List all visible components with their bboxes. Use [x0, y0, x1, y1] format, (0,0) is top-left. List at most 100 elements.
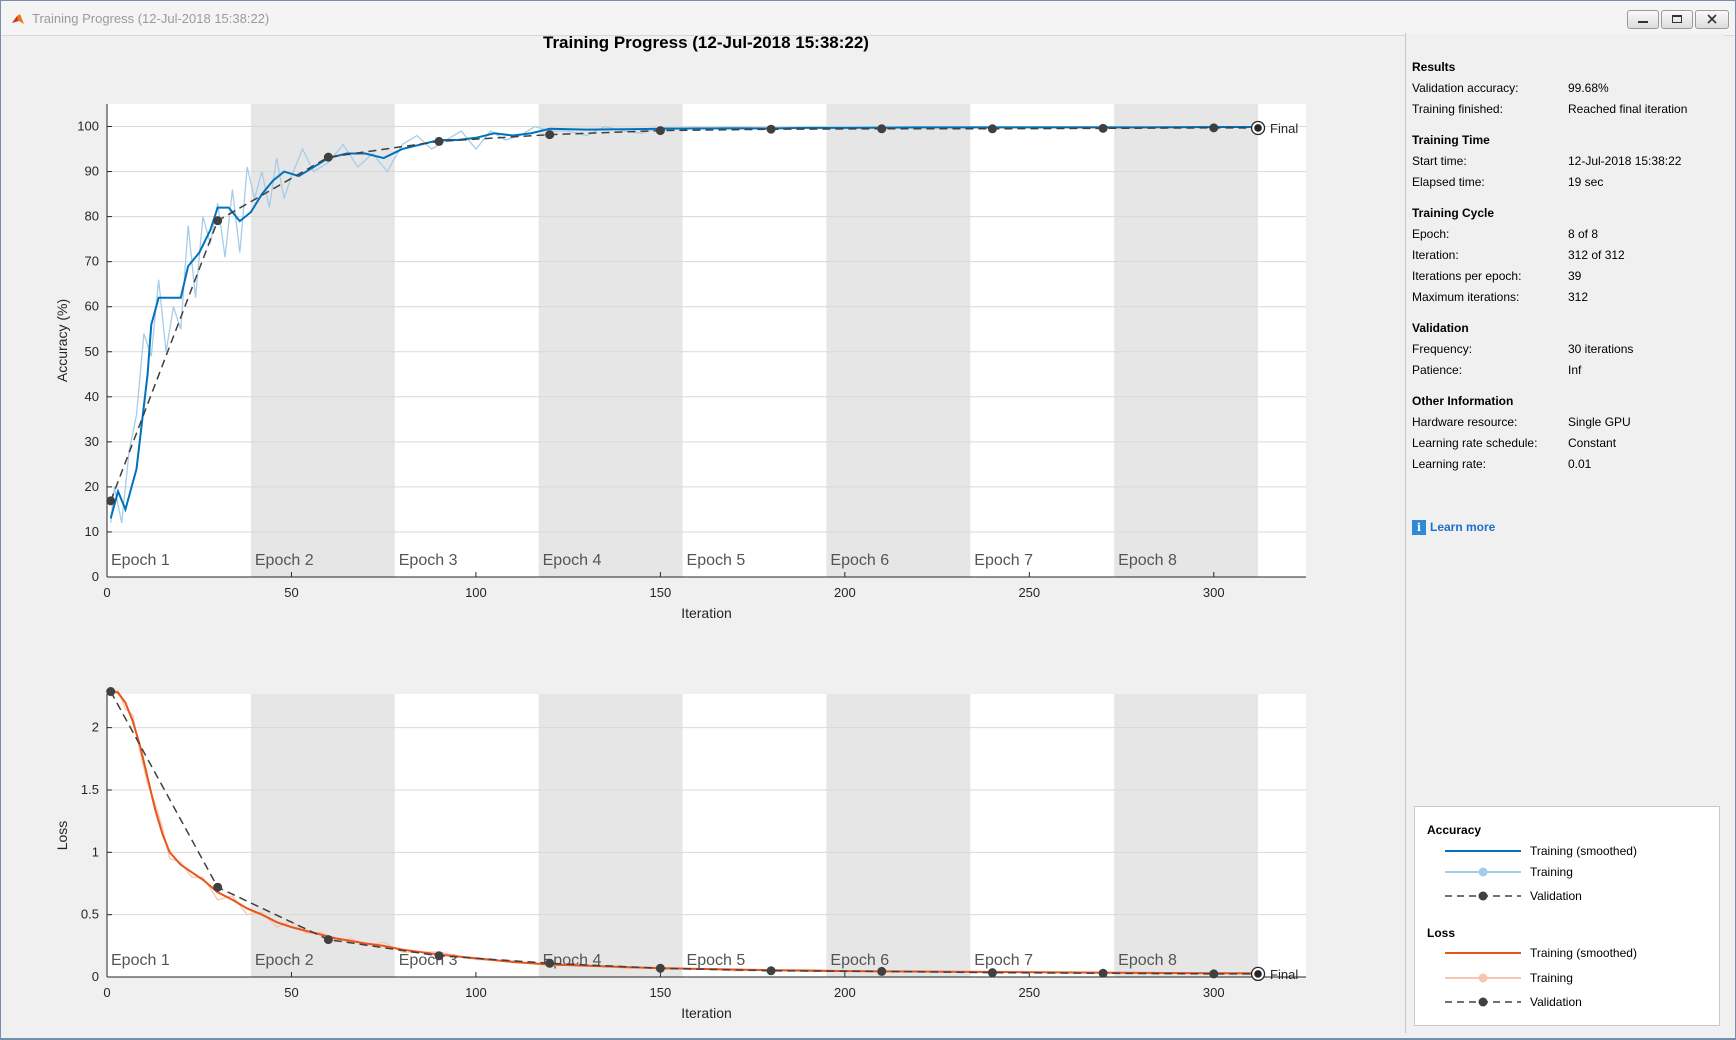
loss-epoch-label: Epoch 2 — [255, 952, 314, 969]
loss-epoch-label: Epoch 6 — [830, 952, 889, 969]
accuracy-epoch-band — [250, 104, 395, 577]
loss-validation-point — [1098, 968, 1108, 978]
hardware-resource-label: Hardware resource: — [1412, 415, 1518, 429]
patience-label: Patience: — [1412, 363, 1463, 377]
accuracy-epoch-label: Epoch 3 — [399, 552, 458, 569]
info-panel: Results Validation accuracy: 99.68% Trai… — [1405, 33, 1724, 1033]
title-bar: Training Progress (12-Jul-2018 15:38:22) — [1, 1, 1735, 36]
accuracy-ytick-label: 100 — [77, 119, 99, 134]
legend-loss-smoothed-label: Training (smoothed) — [1530, 946, 1637, 960]
loss-epoch-band — [1114, 694, 1259, 977]
elapsed-time-value: 19 sec — [1568, 175, 1604, 189]
learn-more-link[interactable]: i Learn more — [1412, 520, 1495, 536]
matlab-icon — [12, 14, 24, 24]
accuracy-ytick-label: 30 — [85, 434, 99, 449]
other-info-heading: Other Information — [1412, 394, 1514, 408]
iteration-value: 312 of 312 — [1568, 248, 1625, 262]
start-time-value: 12-Jul-2018 15:38:22 — [1568, 154, 1682, 168]
loss-validation-point — [766, 966, 776, 976]
accuracy-xtick-label: 300 — [1203, 585, 1225, 600]
legend-accuracy-heading: Accuracy — [1427, 823, 1482, 837]
patience-value: Inf — [1568, 363, 1582, 377]
frequency-label: Frequency: — [1412, 342, 1473, 356]
elapsed-time-label: Elapsed time: — [1412, 175, 1485, 189]
training-finished-label: Training finished: — [1412, 102, 1503, 116]
loss-xtick-label: 150 — [650, 985, 672, 1000]
legend-loss-training-label: Training — [1530, 971, 1573, 985]
accuracy-validation-point — [766, 124, 776, 134]
loss-epoch-band — [826, 694, 971, 977]
iterations-per-epoch-value: 39 — [1568, 269, 1582, 283]
loss-ylabel: Loss — [54, 821, 70, 851]
validation-accuracy-value: 99.68% — [1568, 81, 1609, 95]
accuracy-ytick-label: 10 — [85, 524, 99, 539]
loss-validation-line — [110, 691, 1259, 975]
maximize-button[interactable] — [1661, 10, 1693, 29]
accuracy-xlabel: Iteration — [681, 605, 732, 621]
loss-validation-point — [323, 935, 333, 945]
info-icon: i — [1412, 520, 1426, 536]
validation-accuracy-label: Validation accuracy: — [1412, 81, 1519, 95]
legend-loss-training-swatch — [1445, 973, 1521, 983]
loss-validation-point — [877, 966, 887, 976]
close-button[interactable] — [1695, 10, 1729, 29]
loss-ytick-label: 1.5 — [81, 782, 99, 797]
loss-xtick-label: 300 — [1203, 985, 1225, 1000]
accuracy-validation-point — [987, 124, 997, 134]
loss-ytick-label: 0.5 — [81, 907, 99, 922]
accuracy-ytick-label: 90 — [85, 164, 99, 179]
learning-rate-value: 0.01 — [1568, 457, 1592, 471]
loss-final-label: Final — [1270, 967, 1298, 982]
loss-xtick-label: 50 — [284, 985, 298, 1000]
legend-accuracy-validation-label: Validation — [1530, 889, 1582, 903]
loss-validation-point — [545, 958, 555, 968]
accuracy-final-label: Final — [1270, 121, 1298, 136]
accuracy-epoch-label: Epoch 1 — [111, 552, 170, 569]
loss-validation-point — [1209, 969, 1219, 979]
loss-xtick-label: 0 — [103, 985, 110, 1000]
legend-accuracy-training-label: Training — [1530, 865, 1573, 879]
loss-epoch-label: Epoch 7 — [974, 952, 1033, 969]
chart-title: Training Progress (12-Jul-2018 15:38:22) — [543, 33, 869, 52]
accuracy-ytick-label: 0 — [92, 569, 99, 584]
iteration-label: Iteration: — [1412, 248, 1459, 262]
accuracy-ytick-label: 20 — [85, 479, 99, 494]
legend-box: Accuracy Training (smoothed) Training Va… — [1414, 806, 1720, 1026]
legend-accuracy-validation-swatch — [1445, 891, 1521, 901]
accuracy-validation-point — [655, 126, 665, 136]
loss-xtick-label: 200 — [834, 985, 856, 1000]
frequency-value: 30 iterations — [1568, 342, 1634, 356]
training-time-heading: Training Time — [1412, 133, 1490, 147]
accuracy-ytick-label: 40 — [85, 389, 99, 404]
legend-loss-smoothed-swatch — [1445, 952, 1521, 954]
accuracy-xtick-label: 0 — [103, 585, 110, 600]
loss-ytick-label: 0 — [92, 969, 99, 984]
accuracy-xtick-label: 150 — [650, 585, 672, 600]
loss-xlabel: Iteration — [681, 1005, 732, 1021]
accuracy-final-marker-dot — [1254, 124, 1262, 132]
window-title: Training Progress (12-Jul-2018 15:38:22) — [32, 11, 270, 26]
accuracy-validation-point — [106, 496, 116, 506]
training-cycle-heading: Training Cycle — [1412, 206, 1495, 220]
accuracy-validation-point — [545, 130, 555, 140]
accuracy-epoch-band — [538, 104, 683, 577]
accuracy-validation-point — [1098, 123, 1108, 133]
loss-xtick-label: 250 — [1018, 985, 1040, 1000]
loss-epoch-band — [538, 694, 683, 977]
hardware-resource-value: Single GPU — [1568, 415, 1631, 429]
accuracy-validation-point — [213, 216, 223, 226]
accuracy-ytick-label: 70 — [85, 254, 99, 269]
minimize-button[interactable] — [1627, 10, 1659, 29]
loss-validation-point — [655, 963, 665, 973]
accuracy-ytick-label: 50 — [85, 344, 99, 359]
accuracy-validation-point — [1209, 123, 1219, 133]
learning-rate-schedule-value: Constant — [1568, 436, 1617, 450]
accuracy-epoch-label: Epoch 4 — [543, 552, 602, 569]
learning-rate-label: Learning rate: — [1412, 457, 1487, 471]
results-heading: Results — [1412, 60, 1456, 74]
accuracy-epoch-label: Epoch 7 — [974, 552, 1033, 569]
accuracy-epoch-label: Epoch 6 — [830, 552, 889, 569]
legend-loss-validation-swatch — [1445, 997, 1521, 1007]
